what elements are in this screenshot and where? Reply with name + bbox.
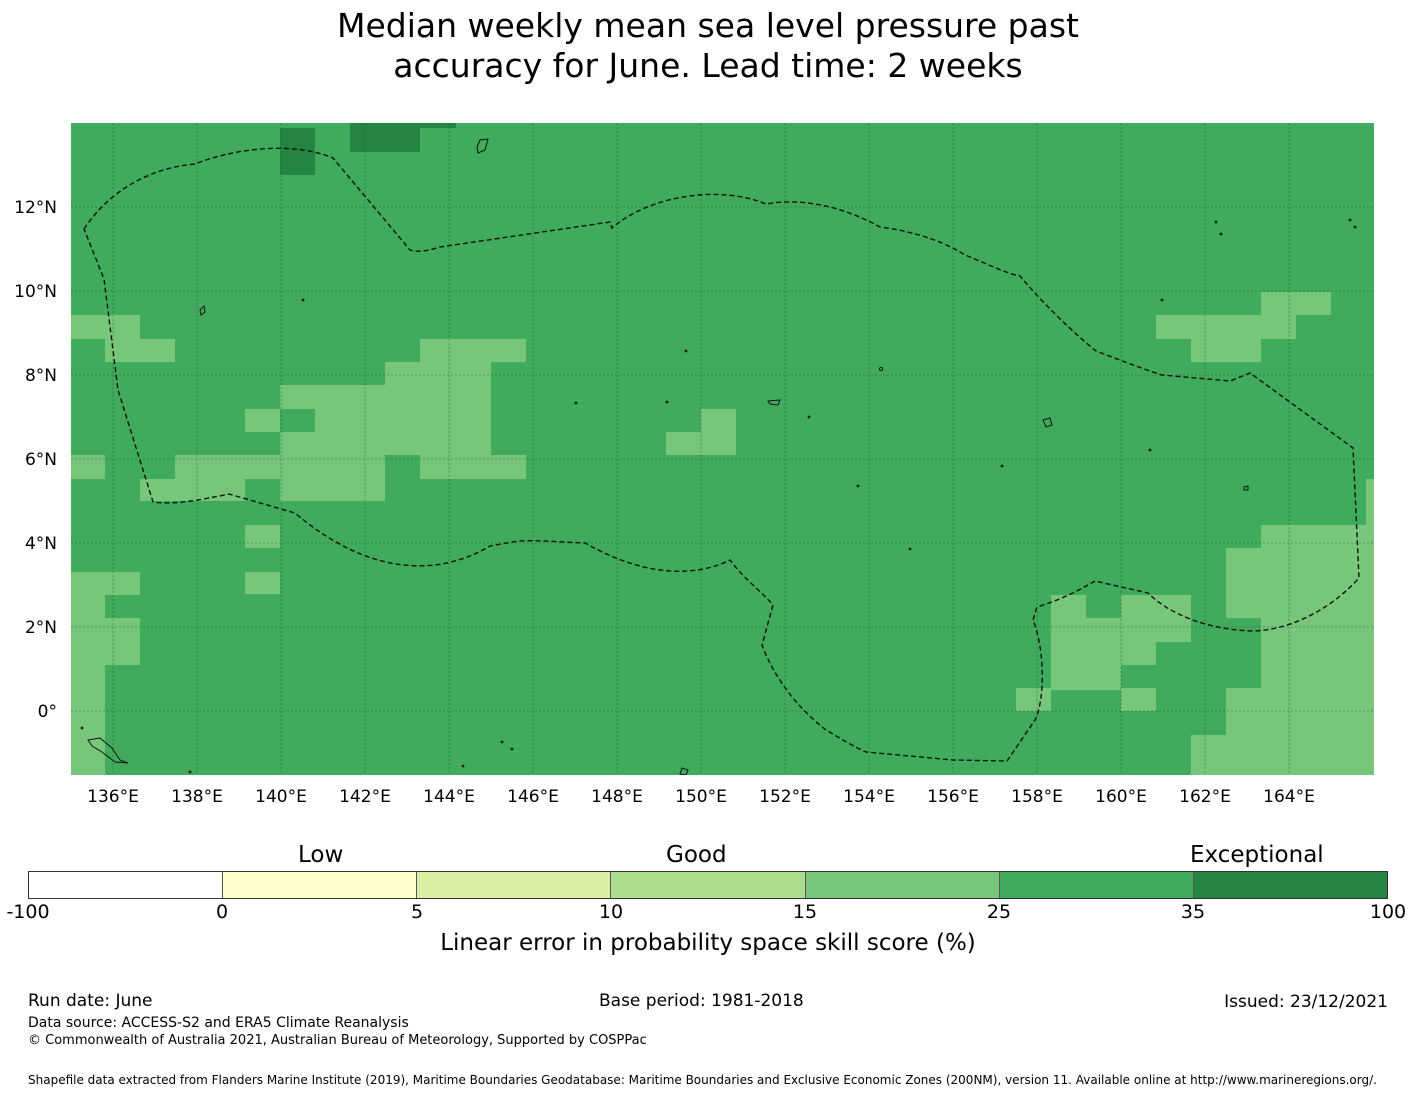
legend-category-good: Good <box>666 842 727 868</box>
colorbar-segment <box>1193 872 1387 898</box>
lon-label: 136°E <box>87 787 139 807</box>
copyright: © Commonwealth of Australia 2021, Austra… <box>28 1033 647 1048</box>
lat-label: 4°N <box>25 534 57 554</box>
colorbar-segment <box>999 872 1194 898</box>
lon-label: 164°E <box>1263 787 1315 807</box>
colorbar-tick: 100 <box>1369 901 1407 923</box>
dark-patches <box>280 123 456 175</box>
islands <box>80 138 1357 775</box>
lat-label: 8°N <box>25 366 57 386</box>
colorbar-tick: 25 <box>986 901 1012 923</box>
lat-label: 0° <box>38 702 57 722</box>
lon-label: 158°E <box>1011 787 1063 807</box>
lon-label: 154°E <box>843 787 895 807</box>
lon-label: 138°E <box>171 787 223 807</box>
title-line-1: Median weekly mean sea level pressure pa… <box>337 6 1079 45</box>
lon-label: 152°E <box>759 787 811 807</box>
lon-label: 144°E <box>423 787 475 807</box>
colorbar-tick: -100 <box>6 901 50 923</box>
lat-label: 12°N <box>14 198 57 218</box>
shapefile-credit: Shapefile data extracted from Flanders M… <box>28 1073 1377 1087</box>
base-period: Base period: 1981-2018 <box>599 991 804 1011</box>
run-date: Run date: June <box>28 991 153 1011</box>
colorbar-segment <box>417 872 612 898</box>
lat-label: 2°N <box>25 618 57 638</box>
lon-label: 162°E <box>1179 787 1231 807</box>
lat-label: 10°N <box>14 282 57 302</box>
lon-label: 156°E <box>927 787 979 807</box>
colorbar-tick: 35 <box>1180 901 1206 923</box>
colorbar-tick: 0 <box>215 901 229 923</box>
colorbar-label: Linear error in probability space skill … <box>440 930 976 956</box>
colorbar-segment <box>805 872 1000 898</box>
lon-label: 142°E <box>339 787 391 807</box>
colorbar-tick: 5 <box>410 901 424 923</box>
lon-label: 140°E <box>255 787 307 807</box>
colorbar-segment <box>29 872 224 898</box>
lat-label: 6°N <box>25 450 57 470</box>
legend-category-exceptional: Exceptional <box>1190 842 1324 868</box>
lon-labels: 136°E 138°E 140°E 142°E 144°E 146°E 148°… <box>87 787 1315 807</box>
issued-date: Issued: 23/12/2021 <box>1224 992 1388 1012</box>
colorbar-tick: 15 <box>792 901 818 923</box>
lon-label: 160°E <box>1095 787 1147 807</box>
map: 12°N 10°N 8°N 6°N 4°N 2°N 0° 136°E 138°E… <box>14 123 1374 807</box>
legend-category-low: Low <box>298 842 344 868</box>
colorbar-segment <box>223 872 418 898</box>
lat-labels: 12°N 10°N 8°N 6°N 4°N 2°N 0° <box>14 198 57 722</box>
light-patches <box>71 292 1374 775</box>
data-source: Data source: ACCESS-S2 and ERA5 Climate … <box>28 1015 409 1031</box>
colorbar-segment <box>611 872 806 898</box>
title-line-2: accuracy for June. Lead time: 2 weeks <box>393 46 1023 85</box>
lon-label: 150°E <box>675 787 727 807</box>
gridlines <box>71 123 1374 775</box>
colorbar <box>28 871 1388 899</box>
chart-title: Median weekly mean sea level pressure pa… <box>0 6 1416 86</box>
skill-field <box>71 123 1374 775</box>
lon-label: 148°E <box>591 787 643 807</box>
eez-boundary <box>83 147 1360 762</box>
colorbar-tick: 10 <box>598 901 624 923</box>
lon-label: 146°E <box>507 787 559 807</box>
